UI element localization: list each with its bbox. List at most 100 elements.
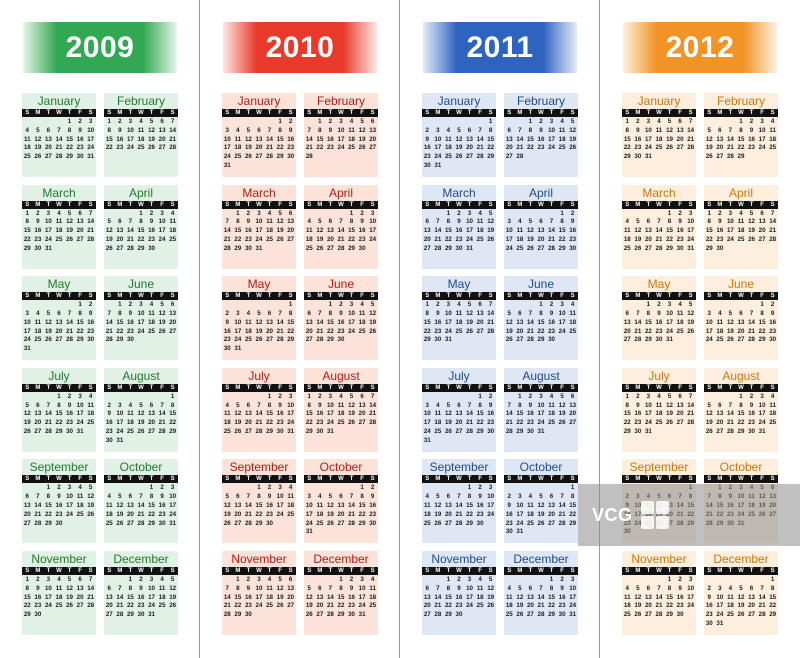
weekday-label: M bbox=[317, 384, 323, 391]
week-row: 11 12 13 14 15 16 17 bbox=[622, 227, 696, 236]
day-cell: 26 bbox=[705, 153, 713, 161]
day-cell: 23 bbox=[369, 510, 377, 518]
day-cell: 18 bbox=[444, 144, 452, 152]
weekday-label: T bbox=[349, 293, 354, 300]
weekday-label: S bbox=[425, 293, 430, 300]
day-cell: 13 bbox=[444, 501, 452, 509]
day-cell: 7 bbox=[467, 401, 472, 409]
day-cell: 25 bbox=[526, 519, 534, 527]
day-cell: 14 bbox=[434, 227, 442, 235]
weekday-label: F bbox=[278, 384, 282, 391]
day-cell: 29 bbox=[126, 611, 134, 619]
weekday-label: S bbox=[288, 568, 293, 574]
day-cell: 11 bbox=[424, 501, 431, 509]
day-cell: 24 bbox=[548, 144, 555, 152]
day-cell: 22 bbox=[526, 144, 534, 152]
weekday-label: S bbox=[307, 201, 312, 208]
weekday-label: S bbox=[707, 110, 712, 116]
day-cell: 18 bbox=[234, 144, 242, 152]
day-cell: 17 bbox=[516, 510, 524, 518]
month-card-august: August S M T W T F S 1 2 3 4 5 6 7 8 9 10 11 12 13 14 15 16 17 18… bbox=[104, 367, 178, 452]
day-cell: 25 bbox=[716, 336, 724, 344]
weekday-label: S bbox=[570, 384, 575, 391]
day-cell: 17 bbox=[434, 144, 442, 152]
day-cell: 10 bbox=[466, 218, 473, 226]
weekday-label: S bbox=[770, 384, 775, 391]
day-cell: 2 bbox=[328, 118, 333, 125]
weekday-label: S bbox=[488, 476, 493, 483]
day-cell: 17 bbox=[23, 327, 31, 335]
weekday-label: T bbox=[549, 110, 554, 116]
week-row: 13 14 15 16 17 18 19 bbox=[622, 319, 696, 328]
day-cell: 29 bbox=[234, 244, 242, 252]
day-cell: 11 bbox=[569, 309, 576, 317]
day-cell: 11 bbox=[87, 401, 94, 409]
day-cell: 19 bbox=[634, 235, 642, 243]
weekday-label: M bbox=[717, 293, 723, 300]
day-cell: 4 bbox=[657, 118, 661, 125]
day-cell bbox=[233, 393, 244, 402]
day-cell: 20 bbox=[505, 144, 513, 152]
weekday-label: M bbox=[117, 476, 123, 483]
weekday-label: W bbox=[338, 201, 344, 208]
day-cell: 7 bbox=[770, 209, 775, 217]
day-cell: 17 bbox=[505, 235, 513, 243]
day-cell bbox=[254, 301, 265, 310]
day-cell: 6 bbox=[478, 301, 482, 309]
day-cell: 1 bbox=[278, 118, 282, 125]
day-cell: 27 bbox=[676, 419, 684, 427]
day-cell bbox=[485, 520, 496, 529]
day-cell: 26 bbox=[466, 327, 473, 335]
day-cell: 26 bbox=[66, 235, 73, 243]
weekday-label: T bbox=[467, 476, 472, 483]
weekday-label: S bbox=[370, 110, 375, 116]
weekday-label: S bbox=[425, 384, 430, 391]
day-cell: 1 bbox=[707, 209, 711, 217]
day-cell: 14 bbox=[223, 593, 231, 601]
day-cell: 7 bbox=[88, 576, 93, 583]
weekday-label: T bbox=[728, 384, 733, 391]
day-cell: 3 bbox=[257, 576, 261, 583]
day-cell bbox=[264, 301, 275, 310]
weekday-label: S bbox=[307, 110, 312, 116]
day-cell: 5 bbox=[467, 301, 472, 309]
weekday-label: F bbox=[678, 293, 682, 300]
day-cell: 2 bbox=[118, 118, 122, 125]
day-cell: 29 bbox=[666, 611, 673, 619]
week-row: 17 18 19 20 21 22 23 bbox=[504, 236, 578, 245]
weekday-label: T bbox=[246, 476, 251, 483]
weekday-label: W bbox=[738, 384, 744, 391]
day-cell: 23 bbox=[487, 419, 495, 427]
day-cell: 9 bbox=[339, 309, 343, 317]
weekday-label: W bbox=[656, 293, 662, 300]
day-cell: 23 bbox=[748, 419, 755, 427]
day-cell: 4 bbox=[236, 126, 240, 134]
month-card-february: February S M T W T F S 1 2 3 4 5 6 7 8 9 10 11 12 13 14 15 16 17… bbox=[504, 93, 578, 177]
day-cell: 12 bbox=[326, 501, 334, 509]
weekday-label: S bbox=[107, 201, 112, 208]
day-cell: 23 bbox=[348, 602, 355, 610]
week-row: 8 9 10 11 12 13 14 bbox=[22, 218, 96, 227]
day-cell: 2 bbox=[349, 576, 354, 583]
day-cell: 2 bbox=[160, 484, 164, 492]
day-cell: 16 bbox=[158, 501, 166, 509]
week-row: 17 18 19 20 21 22 23 bbox=[304, 511, 378, 520]
week-row: 6 7 8 9 10 11 12 bbox=[622, 310, 696, 319]
day-cell bbox=[275, 520, 286, 529]
day-cell: 11 bbox=[76, 493, 84, 501]
day-cell: 15 bbox=[423, 318, 431, 326]
day-cell: 13 bbox=[466, 135, 473, 143]
weekday-label: S bbox=[770, 568, 775, 574]
day-cell: 15 bbox=[526, 135, 534, 143]
day-cell: 28 bbox=[137, 519, 145, 527]
day-cell: 4 bbox=[478, 576, 482, 583]
day-cell: 18 bbox=[266, 593, 273, 601]
weekday-label: T bbox=[667, 293, 672, 300]
weekday-label: T bbox=[549, 293, 554, 300]
